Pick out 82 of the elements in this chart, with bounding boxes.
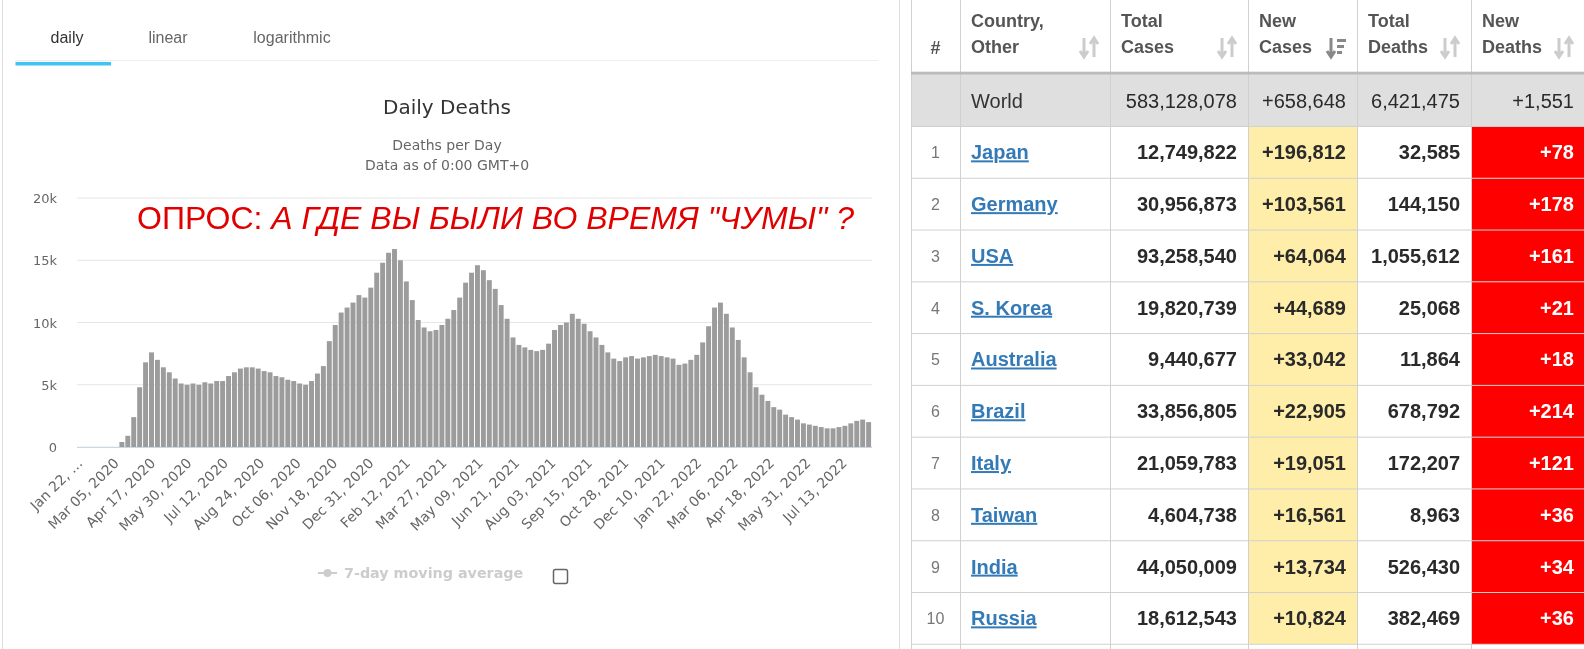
data-label: +178 [1528, 193, 1574, 216]
y-tick-label: 0 [48, 440, 57, 455]
text: linear [148, 29, 189, 46]
data-label: 44,050,009 [1136, 555, 1237, 578]
data-label: +34 [1540, 555, 1575, 578]
y-tick-label: 5k [41, 377, 58, 393]
data-label: 9,440,677 [1148, 348, 1237, 371]
data-label: 4,604,738 [1148, 503, 1237, 526]
data-label: 8,963 [1409, 503, 1460, 526]
text: logarithmic [253, 29, 331, 46]
data-label: 93,258,540 [1136, 244, 1237, 267]
data-label: 1 [931, 144, 941, 162]
category-label: Russia [971, 607, 1038, 630]
category-label: India [971, 555, 1019, 578]
text: # [930, 38, 941, 58]
data-label: +658,648 [1262, 89, 1346, 112]
data-label: 19,820,739 [1136, 296, 1237, 319]
data-label: 382,469 [1387, 607, 1460, 630]
data-label: +36 [1540, 607, 1574, 630]
data-label: +33,042 [1273, 348, 1346, 371]
y-tick-label: 15k [32, 253, 58, 269]
text: New Deaths [1482, 11, 1543, 57]
text: Country, Other [971, 11, 1044, 57]
data-label: +13,734 [1273, 555, 1347, 578]
data-label: 12,749,822 [1136, 141, 1237, 164]
category-label: Italy [971, 452, 1012, 475]
data-label: 583,128,078 [1125, 89, 1237, 112]
category-label: Japan [971, 141, 1029, 164]
data-label: 4 [931, 299, 941, 317]
data-label: +36 [1540, 503, 1574, 526]
data-label: +161 [1528, 244, 1574, 267]
data-label: 10 [926, 610, 945, 628]
data-label: 6,421,475 [1371, 89, 1460, 112]
data-label: 7 [931, 455, 941, 473]
annotation: ОПРОС: А ГДЕ ВЫ БЫЛИ ВО ВРЕМЯ "ЧУМЫ" ? [137, 200, 855, 236]
data-label: 3 [931, 247, 941, 265]
data-label: +103,561 [1262, 193, 1346, 216]
category-label: USA [971, 244, 1014, 267]
data-label: 526,430 [1387, 555, 1460, 578]
series-label: Total Cases [1121, 11, 1175, 57]
data-label: 5 [931, 351, 941, 369]
chart-subtitle: Deaths per Day Data as of 0:00 GMT+0 [364, 137, 530, 173]
data-label: +21 [1540, 296, 1574, 319]
data-label: 2 [931, 196, 941, 214]
data-label: 11,864 [1399, 348, 1461, 371]
text: New Cases [1259, 11, 1313, 57]
data-label: 8 [931, 506, 941, 524]
category-label: Australia [971, 348, 1058, 371]
chart-title: Daily Deaths [383, 95, 511, 119]
category-label: World [971, 89, 1023, 112]
data-label: +18 [1540, 348, 1574, 371]
data-label: 1,055,612 [1371, 244, 1460, 267]
data-label: +22,905 [1273, 400, 1346, 423]
data-label: +10,824 [1273, 607, 1347, 630]
data-label: +121 [1528, 452, 1574, 475]
data-label: 25,068 [1398, 296, 1460, 319]
data-label: 6 [931, 403, 941, 421]
data-label: 33,856,805 [1136, 400, 1237, 423]
data-label: 18,612,543 [1136, 607, 1237, 630]
data-label: +44,689 [1273, 296, 1346, 319]
data-label: 678,792 [1387, 400, 1460, 423]
category-label: Taiwan [971, 503, 1038, 526]
data-label: 32,585 [1398, 141, 1460, 164]
data-label: +1,551 [1512, 89, 1574, 112]
data-label: +16,561 [1273, 503, 1346, 526]
data-label: 9 [931, 558, 941, 576]
category-label: Germany [971, 193, 1059, 216]
data-label: 30,956,873 [1136, 193, 1237, 216]
data-label: 144,150 [1387, 193, 1460, 216]
data-label: +196,812 [1262, 141, 1346, 164]
data-label: 21,059,783 [1136, 452, 1237, 475]
data-label: +78 [1540, 141, 1574, 164]
data-label: +19,051 [1273, 452, 1346, 475]
legend-label: Total Deaths [1368, 11, 1429, 57]
y-tick-label: 20k [32, 191, 58, 206]
data-label: +214 [1528, 400, 1575, 423]
category-label: S. Korea [971, 296, 1054, 319]
data-label: 172,207 [1387, 452, 1460, 475]
text: daily [50, 29, 84, 46]
data-label: +64,064 [1273, 244, 1347, 267]
category-label: Brazil [971, 400, 1026, 423]
y-tick-label: 10k [32, 315, 58, 331]
